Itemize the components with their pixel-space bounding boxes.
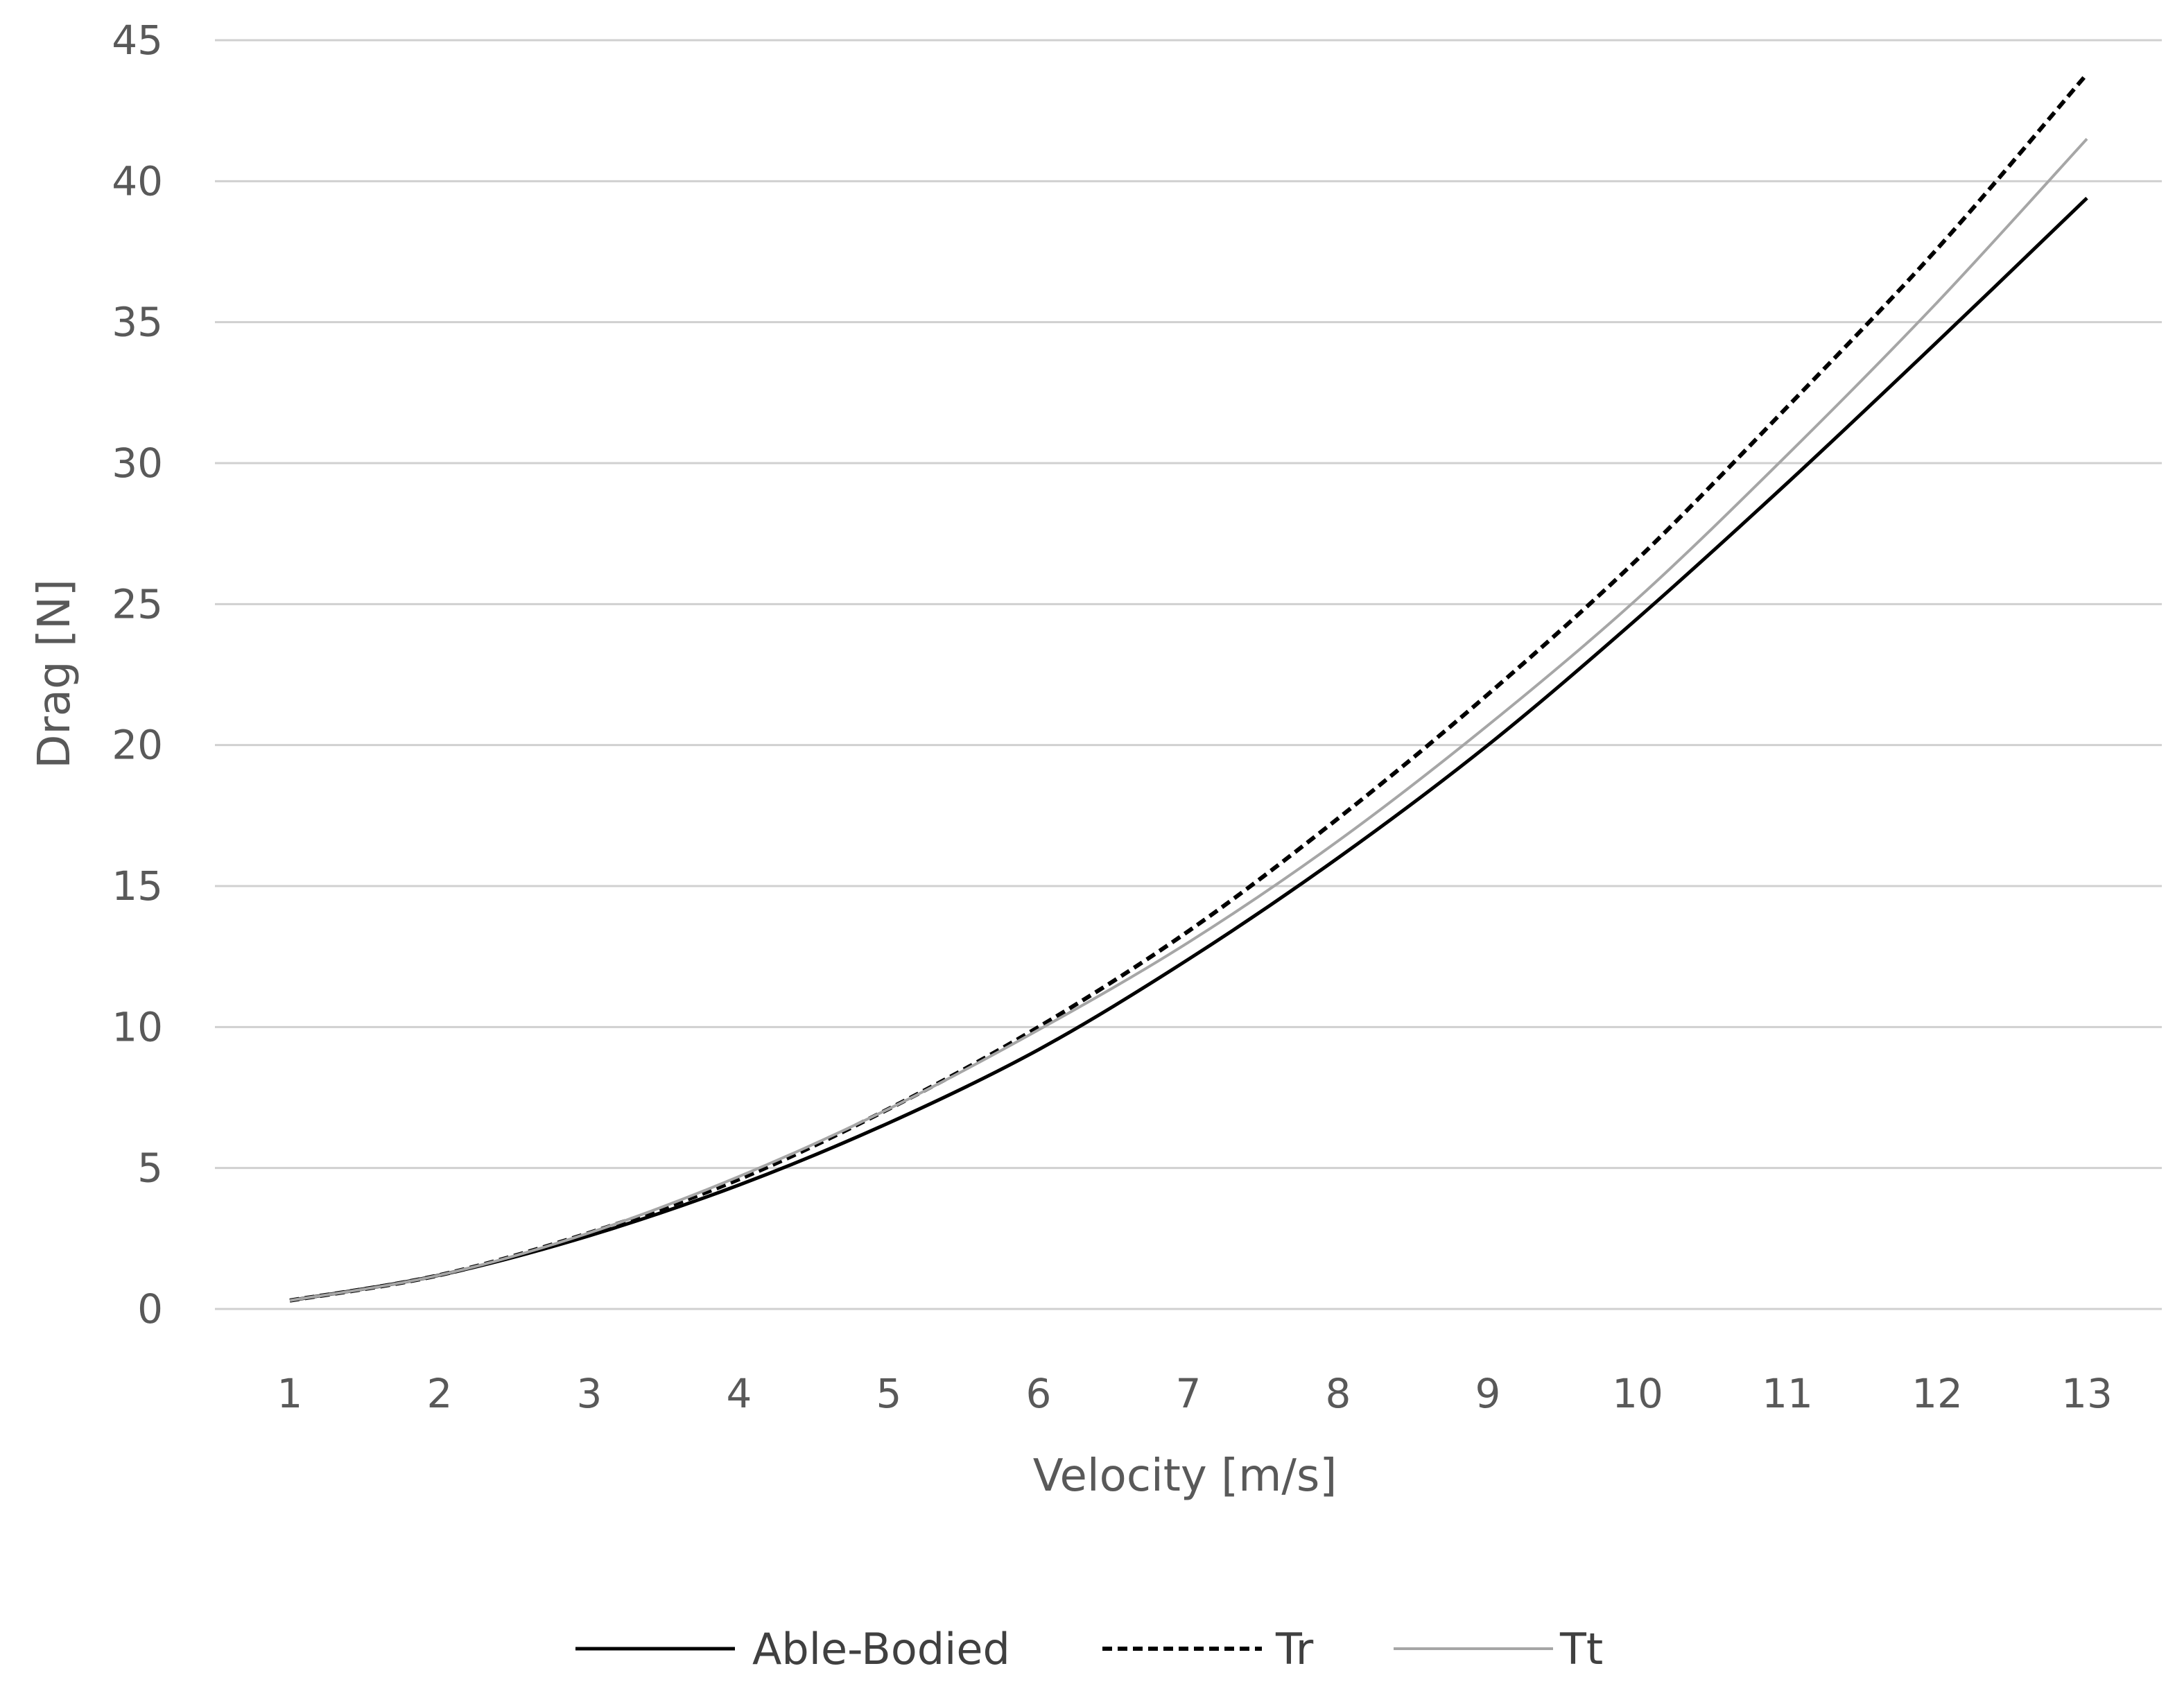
y-tick-label: 10 xyxy=(112,1003,163,1050)
x-tick-label: 11 xyxy=(1762,1370,1813,1417)
x-tick-label: 6 xyxy=(1026,1370,1052,1417)
legend-label: Tt xyxy=(1559,1624,1603,1674)
x-tick-label: 2 xyxy=(427,1370,453,1417)
y-tick-label: 45 xyxy=(112,17,163,64)
x-axis-title: Velocity [m/s] xyxy=(1033,1450,1337,1502)
x-tick-label: 3 xyxy=(577,1370,603,1417)
x-tick-label: 10 xyxy=(1612,1370,1663,1417)
gridlines xyxy=(215,39,2162,1310)
series-line-tt xyxy=(289,137,2088,1302)
x-tick-label: 13 xyxy=(2061,1370,2113,1417)
x-tick-label: 12 xyxy=(1912,1370,1963,1417)
series-line-tr xyxy=(289,72,2089,1303)
y-tick-label: 5 xyxy=(137,1145,163,1192)
x-tick-label: 7 xyxy=(1176,1370,1202,1417)
y-tick-label: 15 xyxy=(112,862,163,910)
legend: Able-Bodied Tr Tt xyxy=(575,1624,1603,1674)
series-lines xyxy=(289,72,2089,1303)
x-axis-ticks: 1 2 3 4 5 6 7 8 9 10 11 12 13 xyxy=(277,1370,2113,1417)
x-tick-label: 9 xyxy=(1475,1370,1501,1417)
x-tick-label: 1 xyxy=(277,1370,303,1417)
y-axis-title: Drag [N] xyxy=(29,579,80,769)
x-tick-label: 5 xyxy=(876,1370,902,1417)
y-tick-label: 40 xyxy=(112,157,163,205)
y-tick-label: 20 xyxy=(112,722,163,769)
y-tick-label: 0 xyxy=(137,1285,163,1333)
legend-label: Able-Bodied xyxy=(752,1624,1010,1674)
legend-label: Tr xyxy=(1275,1624,1314,1674)
x-tick-label: 8 xyxy=(1326,1370,1351,1417)
y-tick-label: 30 xyxy=(112,440,163,487)
y-tick-label: 35 xyxy=(112,299,163,346)
x-tick-label: 4 xyxy=(727,1370,752,1417)
y-tick-label: 25 xyxy=(112,580,163,627)
y-axis-ticks: 0 5 10 15 20 25 30 35 40 45 xyxy=(112,17,163,1333)
series-line-able-bodied xyxy=(289,196,2088,1303)
